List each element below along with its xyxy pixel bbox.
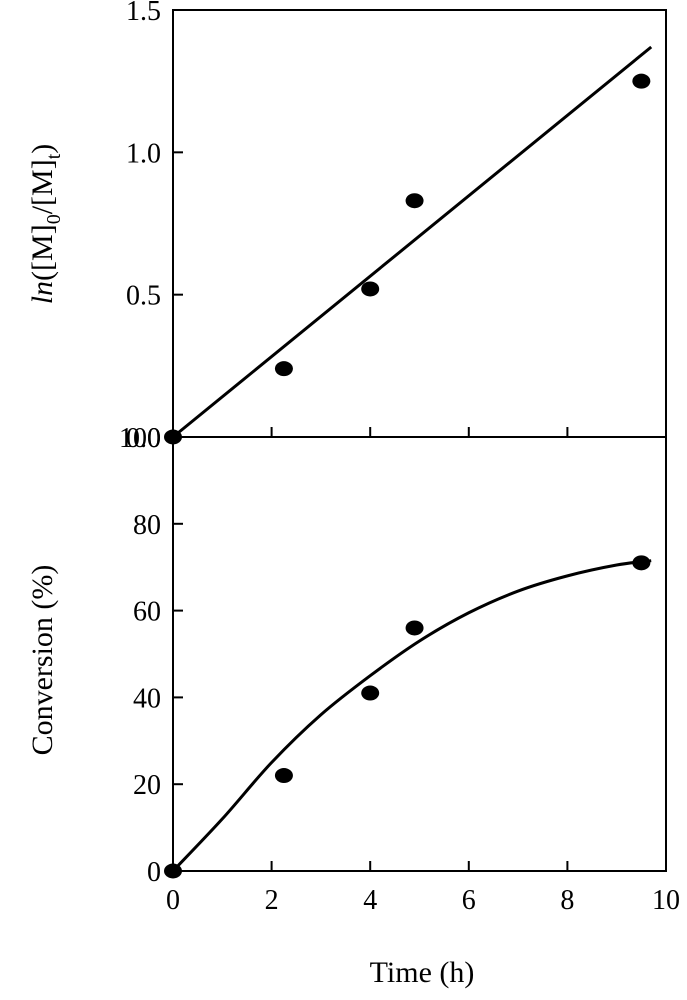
x-tick-label: 4	[363, 885, 377, 916]
top-fit-line-group	[172, 45, 653, 439]
bottom-ticks	[172, 436, 667, 872]
top-y-tick-label: 1.5	[126, 0, 161, 27]
bottom-fit-curve	[171, 559, 652, 873]
bottom-data-point	[164, 863, 182, 879]
top-data-point	[632, 73, 651, 89]
top-data-point	[405, 193, 424, 209]
x-tick-label: 0	[166, 885, 180, 916]
bottom-y-tick-label: 20	[133, 770, 161, 801]
x-tick-label: 8	[560, 885, 574, 916]
x-tick-label: 6	[462, 885, 476, 916]
bottom-y-tick-label: 100	[119, 423, 161, 454]
top-tick-labels: 0.0 0.5 1.0 1.5	[126, 0, 161, 454]
top-fit-line	[172, 45, 653, 439]
top-y-tick-label: 0.5	[126, 281, 161, 312]
bottom-data-point	[361, 685, 380, 701]
top-y-tick-label: 1.0	[126, 138, 161, 169]
x-tick-label: 10	[652, 885, 680, 916]
top-y-axis-title: ln([M]0/[M]t)	[26, 144, 65, 305]
top-panel: 0.0 0.5 1.0 1.5 ln([M]0/[M]t)	[26, 0, 667, 454]
bottom-points	[164, 555, 651, 879]
y-title-part2: /[M]	[26, 159, 59, 214]
bottom-data-point	[632, 555, 651, 571]
top-data-point	[274, 361, 293, 377]
top-points	[164, 73, 651, 445]
bottom-y-axis-title: Conversion (%)	[26, 565, 59, 756]
bottom-y-tick-label: 60	[133, 597, 161, 628]
bottom-data-point	[405, 620, 424, 636]
y-title-subt: t	[43, 153, 65, 159]
y-title-ln: ln	[26, 281, 59, 304]
bottom-fit-curve-group	[171, 559, 652, 873]
bottom-y-tick-label: 80	[133, 510, 161, 541]
y-title-sub0: 0	[43, 214, 65, 224]
bottom-y-tick-label: 0	[147, 857, 161, 888]
bottom-data-point	[274, 768, 293, 784]
y-title-part1: ([M]	[26, 224, 59, 281]
top-ticks	[172, 9, 667, 438]
top-data-point	[361, 281, 380, 297]
bottom-plot-frame	[172, 436, 667, 872]
x-tick-label: 2	[265, 885, 279, 916]
bottom-y-tick-label: 40	[133, 683, 161, 714]
x-axis-title: Time (h)	[370, 956, 475, 989]
top-y-tick-label: 0.0	[126, 423, 161, 454]
y-title-part3: )	[26, 144, 59, 154]
top-plot-frame	[172, 9, 667, 438]
